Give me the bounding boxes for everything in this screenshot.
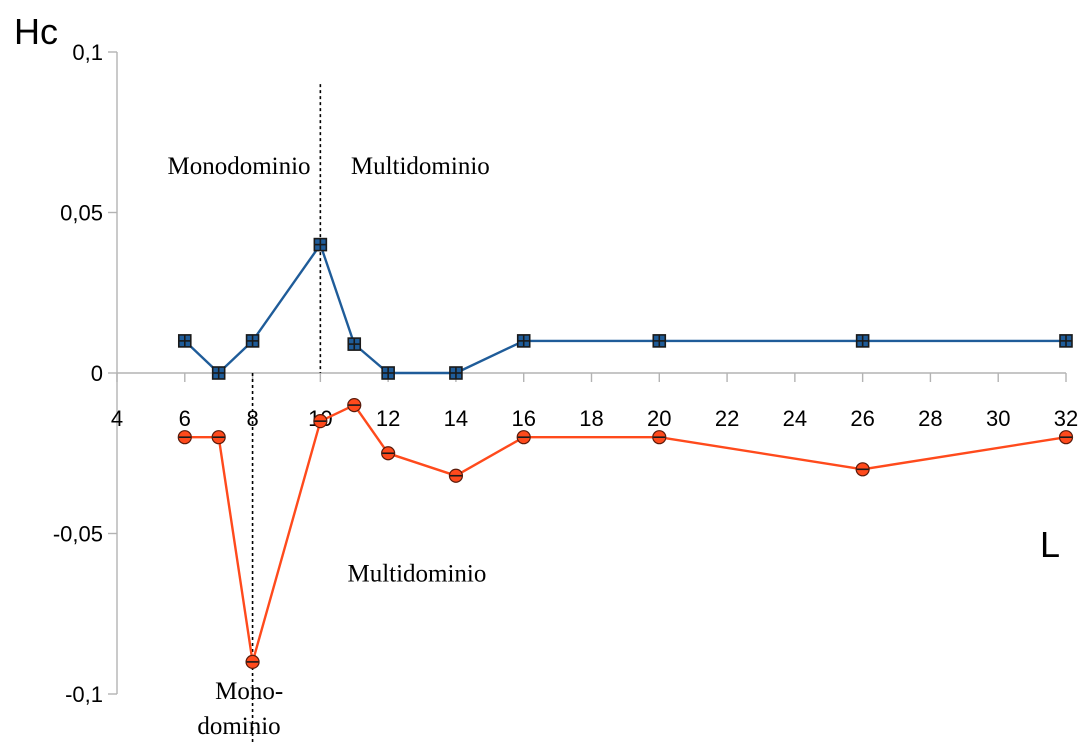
axes: Hc L -0,1-0,0500,050,1468101214161820222… — [14, 11, 1078, 707]
x-tick-label: 6 — [179, 406, 191, 431]
region-annotation: Multidominio — [347, 561, 486, 588]
y-tick-label: 0,05 — [60, 201, 103, 226]
x-tick-label: 26 — [850, 406, 874, 431]
series-1 — [177, 237, 1073, 380]
x-tick-label: 22 — [715, 406, 739, 431]
x-tick-label: 8 — [246, 406, 258, 431]
series-line — [183, 243, 1066, 375]
annotations: Monodominio Multidominio Multidominio Mono-… — [167, 153, 489, 740]
x-tick-label: 14 — [444, 406, 468, 431]
x-tick-label: 32 — [1054, 406, 1078, 431]
region-annotation: dominio — [197, 713, 280, 740]
y-axis-title: Hc — [14, 11, 58, 52]
x-tick-label: 18 — [579, 406, 603, 431]
region-annotation: Monodominio — [167, 153, 310, 180]
x-tick-label: 20 — [647, 406, 671, 431]
x-tick-label: 28 — [918, 406, 942, 431]
y-tick-label: 0 — [91, 361, 103, 386]
series-line — [184, 403, 1067, 664]
y-tick-label: -0,1 — [65, 682, 103, 707]
domain-dividers — [251, 84, 322, 743]
x-tick-label: 16 — [511, 406, 535, 431]
series — [177, 237, 1074, 670]
region-annotation: Multidominio — [351, 153, 490, 180]
x-tick-label: 12 — [376, 406, 400, 431]
x-axis-title: L — [1040, 524, 1060, 565]
x-tick-label: 4 — [111, 406, 123, 431]
y-tick-label: -0,05 — [53, 522, 103, 547]
y-tick-label: 0,1 — [72, 40, 103, 65]
x-tick-label: 24 — [783, 406, 807, 431]
x-tick-label: 30 — [986, 406, 1010, 431]
region-annotation: Mono- — [215, 678, 283, 705]
series-2 — [177, 398, 1074, 670]
